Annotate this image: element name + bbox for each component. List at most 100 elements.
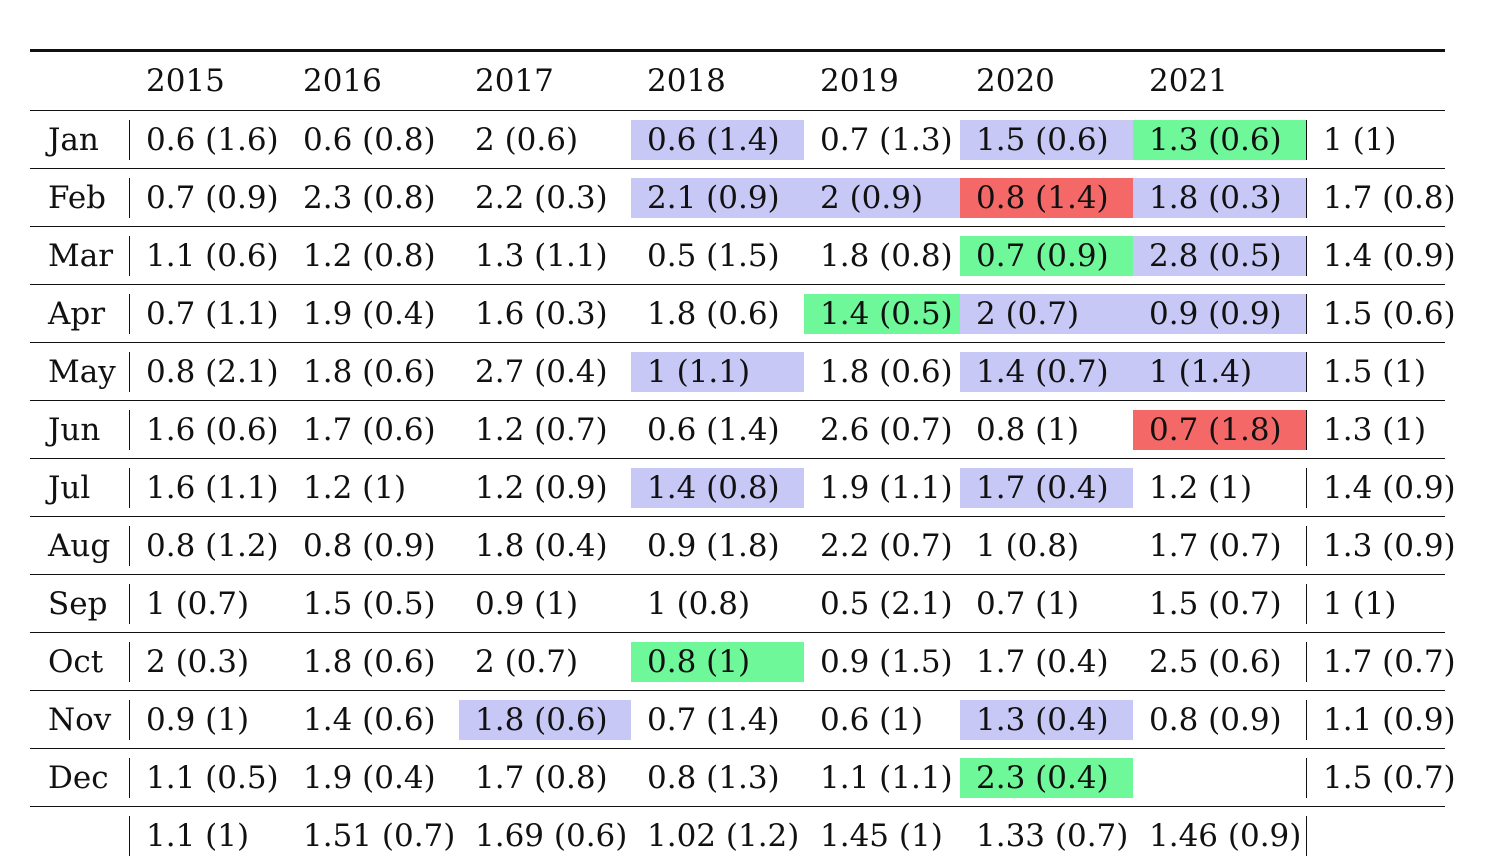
value-cell-text: 1.8 (0.4) bbox=[475, 527, 608, 564]
value-cell-text: 0.6 (1) bbox=[820, 701, 924, 738]
value-cell-text: 1.8 (0.6) bbox=[303, 643, 436, 680]
average-cell-text: 1.45 (1) bbox=[820, 817, 943, 854]
value-cell: 1.9 (1.1) bbox=[804, 458, 960, 517]
value-cell-text: 2 (0.7) bbox=[960, 293, 1133, 334]
value-cell: 1.6 (1.1) bbox=[130, 458, 287, 517]
value-cell-text: 0.9 (0.9) bbox=[1133, 293, 1306, 334]
value-cell-text: 0.9 (1.5) bbox=[820, 643, 953, 680]
month-label-text: Jun bbox=[30, 409, 130, 450]
table-row: Apr 0.7 (1.1) 1.9 (0.4) 1.6 (0.3) 1.8 (0.6) 1… bbox=[30, 284, 1456, 343]
value-cell-text: 1.8 (0.6) bbox=[459, 699, 631, 740]
value-cell-text: 2 (0.6) bbox=[475, 121, 579, 158]
average-cell-text: 1.69 (0.6) bbox=[475, 817, 628, 854]
month-label: Jun bbox=[30, 400, 130, 459]
value-cell: 0.8 (1) bbox=[960, 400, 1133, 459]
value-cell: 0.9 (1.8) bbox=[631, 516, 804, 575]
value-cell: 0.6 (1) bbox=[804, 690, 960, 749]
value-cell: 0.6 (0.8) bbox=[287, 110, 459, 169]
value-cell: 1.1 (1.1) bbox=[804, 748, 960, 807]
value-cell: 1.1 (0.5) bbox=[130, 748, 287, 807]
value-cell: 1.7 (0.8) bbox=[459, 748, 631, 807]
value-cell-text: 1.8 (0.6) bbox=[820, 353, 953, 390]
table-row: Aug 0.8 (1.2) 0.8 (0.9) 1.8 (0.4) 0.9 (1.8) 2… bbox=[30, 516, 1456, 575]
value-cell-text: 0.7 (1.1) bbox=[146, 295, 279, 332]
value-cell: 1.9 (0.4) bbox=[287, 748, 459, 807]
table-row: Nov 0.9 (1) 1.4 (0.6) 1.8 (0.6) 0.7 (1.4) 0.6… bbox=[30, 690, 1456, 749]
value-cell: 0.7 (1.3) bbox=[804, 110, 960, 169]
value-cell-text: 0.8 (0.9) bbox=[303, 527, 436, 564]
value-cell: 0.8 (1.2) bbox=[130, 516, 287, 575]
value-cell: 1.2 (1) bbox=[287, 458, 459, 517]
value-cell: 1.1 (0.6) bbox=[130, 226, 287, 285]
value-cell-text: 2.8 (0.5) bbox=[1133, 235, 1306, 276]
value-cell: 0.7 (1) bbox=[960, 574, 1133, 633]
value-cell: 1.8 (0.3) bbox=[1133, 168, 1306, 227]
value-cell-text: 1.6 (1.1) bbox=[146, 469, 279, 506]
table-row: Mar 1.1 (0.6) 1.2 (0.8) 1.3 (1.1) 0.5 (1.5) 1… bbox=[30, 226, 1456, 285]
value-cell: 0.8 (0.9) bbox=[1133, 690, 1306, 749]
value-cell-text: 1.8 (0.6) bbox=[647, 295, 780, 332]
value-cell: 1.8 (0.6) bbox=[287, 342, 459, 401]
value-cell: 1.7 (0.6) bbox=[287, 400, 459, 459]
value-cell-text: 0.9 (1) bbox=[475, 585, 579, 622]
value-cell-text: 1.5 (0.5) bbox=[303, 585, 436, 622]
header-year: 2020 bbox=[960, 49, 1133, 111]
value-cell-text: 1.4 (0.5) bbox=[804, 293, 960, 334]
row-mean-cell: 1.7 (0.7) bbox=[1306, 632, 1456, 691]
month-label-text: Jan bbox=[30, 119, 130, 160]
value-cell-text: 2.3 (0.8) bbox=[303, 179, 436, 216]
value-cell-text: 1.3 (0.6) bbox=[1133, 119, 1306, 160]
value-cell-text: 1 (1.4) bbox=[1133, 351, 1306, 392]
value-cell-text: 0.7 (0.9) bbox=[146, 179, 279, 216]
value-cell-text: 1.4 (0.7) bbox=[960, 351, 1133, 392]
month-label-text: Jul bbox=[30, 467, 130, 508]
averages-blank bbox=[1306, 807, 1445, 865]
value-cell-text: 1.2 (0.8) bbox=[303, 237, 436, 274]
value-cell-text bbox=[1133, 758, 1306, 798]
average-cell-text: 1.33 (0.7) bbox=[976, 817, 1129, 854]
month-label: Mar bbox=[30, 226, 130, 285]
month-label-text: Apr bbox=[30, 293, 130, 334]
value-cell-text: 1.7 (0.6) bbox=[303, 411, 436, 448]
value-cell-text: 2.2 (0.3) bbox=[475, 179, 608, 216]
value-cell: 2.1 (0.9) bbox=[631, 168, 804, 227]
row-mean-cell: 1.3 (0.9) bbox=[1306, 516, 1456, 575]
month-label: Dec bbox=[30, 748, 130, 807]
value-cell-text: 1.7 (0.4) bbox=[960, 467, 1133, 508]
row-mean-cell-text: 1.3 (1) bbox=[1306, 409, 1445, 450]
value-cell-text: 0.8 (0.9) bbox=[1149, 701, 1282, 738]
row-mean-cell-text: 1.5 (0.6) bbox=[1306, 293, 1456, 334]
month-label: Feb bbox=[30, 168, 130, 227]
value-cell-text: 2.3 (0.4) bbox=[960, 757, 1133, 798]
value-cell: 2.7 (0.4) bbox=[459, 342, 631, 401]
month-label-text: Mar bbox=[30, 235, 130, 276]
average-cell: 1.02 (1.2) bbox=[631, 807, 804, 865]
value-cell: 1 (0.7) bbox=[130, 574, 287, 633]
value-cell-text: 1.1 (0.5) bbox=[146, 759, 279, 796]
value-cell: 1 (1.4) bbox=[1133, 342, 1306, 401]
row-mean-cell: 1.7 (0.8) bbox=[1306, 168, 1456, 227]
value-cell-text: 1.3 (0.4) bbox=[960, 699, 1133, 740]
header-year: 2015 bbox=[130, 49, 287, 111]
table-row: Feb 0.7 (0.9) 2.3 (0.8) 2.2 (0.3) 2.1 (0.9) 2… bbox=[30, 168, 1456, 227]
value-cell-text: 1 (0.8) bbox=[976, 527, 1080, 564]
value-cell-text: 0.6 (1.4) bbox=[647, 411, 780, 448]
value-cell: 2.5 (0.6) bbox=[1133, 632, 1306, 691]
value-cell: 2 (0.9) bbox=[804, 168, 960, 227]
month-label: Jul bbox=[30, 458, 130, 517]
value-cell: 1.4 (0.5) bbox=[804, 284, 960, 343]
value-cell-text: 0.7 (1.4) bbox=[647, 701, 780, 738]
header-corner bbox=[30, 49, 130, 111]
header-year: 2018 bbox=[631, 49, 804, 111]
month-label-text: Sep bbox=[30, 583, 130, 624]
value-cell: 1.3 (1.1) bbox=[459, 226, 631, 285]
value-cell: 1.2 (0.9) bbox=[459, 458, 631, 517]
averages-label-text bbox=[30, 815, 130, 856]
averages-label bbox=[30, 807, 130, 865]
averages-blank-text bbox=[1306, 815, 1445, 856]
value-cell: 0.8 (1) bbox=[631, 632, 804, 691]
header-label: 2015 bbox=[146, 63, 225, 99]
header-label: 2017 bbox=[475, 63, 554, 99]
value-cell: 0.7 (1.8) bbox=[1133, 400, 1306, 459]
value-cell: 1.8 (0.8) bbox=[804, 226, 960, 285]
